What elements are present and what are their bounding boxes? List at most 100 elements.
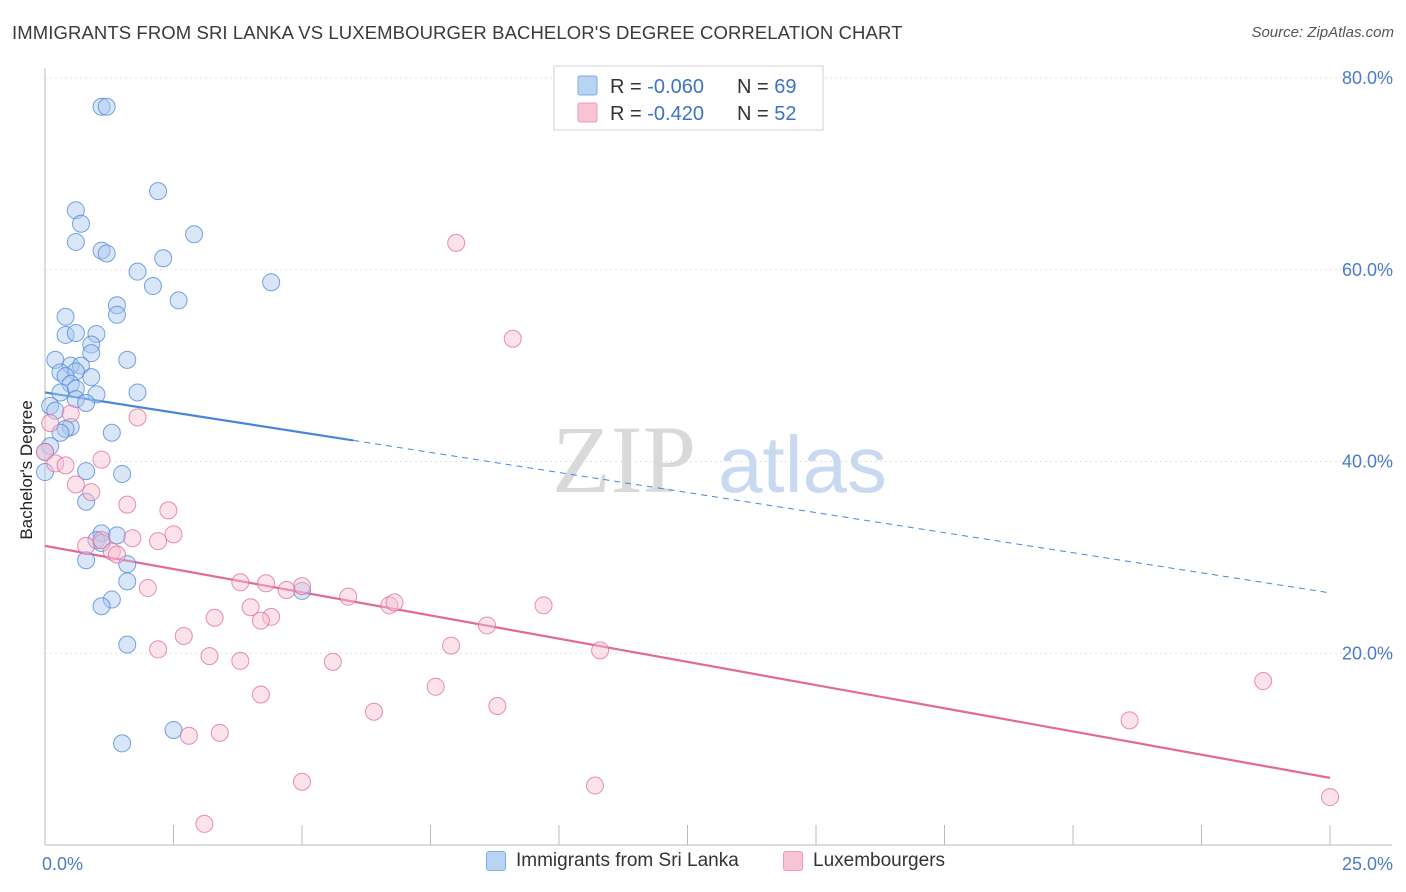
point-s1-26 xyxy=(534,596,553,615)
point-s1-8 xyxy=(82,483,101,502)
point-s1-24 xyxy=(380,596,399,615)
point-s0-25 xyxy=(71,356,90,375)
watermark-atlas: atlas xyxy=(718,420,887,509)
point-s0-46 xyxy=(77,462,96,481)
bottom-legend: Immigrants from Sri Lanka Luxembourgers xyxy=(0,850,1406,880)
point-s1-12 xyxy=(77,536,96,555)
point-s0-53 xyxy=(77,551,96,570)
point-s0-4 xyxy=(71,214,90,233)
point-s1-15 xyxy=(92,531,111,550)
point-s1-23 xyxy=(339,587,358,606)
legend-swatch-luxembourgers xyxy=(577,102,598,123)
point-s0-8 xyxy=(97,244,116,263)
x-tick-label-1: 25.0% xyxy=(1342,854,1393,874)
point-s0-24 xyxy=(61,356,80,375)
point-s1-14 xyxy=(149,532,168,551)
trendlines xyxy=(44,391,1331,779)
x-tick-label-0: 0.0% xyxy=(42,854,83,874)
point-s0-15 xyxy=(107,305,126,324)
point-s0-18 xyxy=(66,324,85,343)
legend-swatch-bottom-sri-lanka xyxy=(486,851,506,871)
point-s1-4 xyxy=(56,456,75,475)
point-s0-43 xyxy=(41,437,60,456)
point-s1-28 xyxy=(205,608,224,627)
point-s1-33 xyxy=(149,640,168,659)
point-s0-36 xyxy=(77,394,96,413)
legend-r-value-1: -0.060 xyxy=(647,76,704,98)
watermark-zip: ZIP xyxy=(552,406,696,513)
point-s1-11 xyxy=(164,525,183,544)
point-s1-45 xyxy=(447,233,466,252)
point-s1-43 xyxy=(179,726,198,745)
point-s1-16 xyxy=(102,542,121,561)
gridlines xyxy=(45,77,1392,654)
svg-text:N = 69: N = 69 xyxy=(737,76,797,98)
point-s0-60 xyxy=(164,720,183,739)
source-label: Source: ZipAtlas.com xyxy=(1251,24,1394,41)
point-s0-58 xyxy=(293,581,311,600)
legend-label-luxembourgers: Luxembourgers xyxy=(813,850,946,871)
point-s1-21 xyxy=(293,577,311,596)
point-s1-18 xyxy=(138,579,157,598)
point-s1-17 xyxy=(107,545,126,564)
point-s1-6 xyxy=(92,450,111,469)
legend-top: R = -0.060 N = 69 R = -0.420 N = 52 xyxy=(553,65,824,131)
legend-swatch-bottom-luxembourgers xyxy=(783,851,803,871)
point-s1-47 xyxy=(1254,672,1273,691)
point-s0-6 xyxy=(66,232,85,251)
point-s0-59 xyxy=(118,635,137,654)
point-s1-19 xyxy=(231,573,250,592)
point-s0-7 xyxy=(92,241,111,260)
point-s1-50 xyxy=(585,776,604,795)
point-s0-33 xyxy=(128,383,147,402)
point-s1-31 xyxy=(478,616,497,635)
point-s1-13 xyxy=(123,529,142,548)
point-s0-48 xyxy=(77,492,96,511)
point-s0-16 xyxy=(56,307,75,326)
point-s1-10 xyxy=(159,501,178,520)
point-s1-5 xyxy=(128,408,147,427)
legend-n-value-2: 52 xyxy=(774,103,796,125)
point-s1-41 xyxy=(488,696,507,715)
point-s0-51 xyxy=(87,531,106,550)
point-s0-1 xyxy=(97,97,116,116)
legend-item-luxembourgers[interactable]: Luxembourgers xyxy=(783,850,945,872)
point-s1-36 xyxy=(200,647,219,666)
point-s1-2 xyxy=(61,404,80,423)
point-s1-34 xyxy=(442,636,461,655)
point-s1-37 xyxy=(231,651,250,670)
legend-swatch-sri-lanka xyxy=(577,75,598,96)
point-s0-55 xyxy=(118,572,137,591)
point-s1-22 xyxy=(277,580,296,599)
point-s1-51 xyxy=(195,814,214,833)
point-s0-56 xyxy=(102,590,121,609)
point-s0-21 xyxy=(82,344,101,363)
point-s1-9 xyxy=(118,495,137,514)
point-s0-11 xyxy=(262,273,281,292)
point-s0-42 xyxy=(102,423,121,442)
point-s0-14 xyxy=(107,296,126,315)
point-s1-52 xyxy=(1321,788,1339,807)
point-s1-20 xyxy=(257,574,276,593)
point-s1-46 xyxy=(503,329,522,348)
point-s0-13 xyxy=(169,291,188,310)
point-s1-29 xyxy=(262,607,281,626)
point-s0-3 xyxy=(66,201,85,220)
point-s0-12 xyxy=(143,277,162,296)
svg-text:N = 52: N = 52 xyxy=(737,103,797,125)
watermark: ZIP atlas xyxy=(552,406,887,513)
legend-r-label-1: R = xyxy=(610,76,647,98)
y-axis-label: Bachelor's Degree xyxy=(17,400,36,539)
point-s1-44 xyxy=(210,723,229,742)
chart-title: IMMIGRANTS FROM SRI LANKA VS LUXEMBOURGE… xyxy=(12,22,903,43)
svg-text:R = -0.060: R = -0.060 xyxy=(610,76,704,98)
point-s1-40 xyxy=(251,685,270,704)
legend-n-label-1: N = xyxy=(737,76,774,98)
point-s0-47 xyxy=(113,464,132,483)
data-points xyxy=(36,97,1339,833)
point-s1-32 xyxy=(174,626,193,645)
point-s0-5 xyxy=(185,225,204,244)
legend-item-sri-lanka[interactable]: Immigrants from Sri Lanka xyxy=(486,850,739,872)
legend-n-value-1: 69 xyxy=(774,76,796,98)
